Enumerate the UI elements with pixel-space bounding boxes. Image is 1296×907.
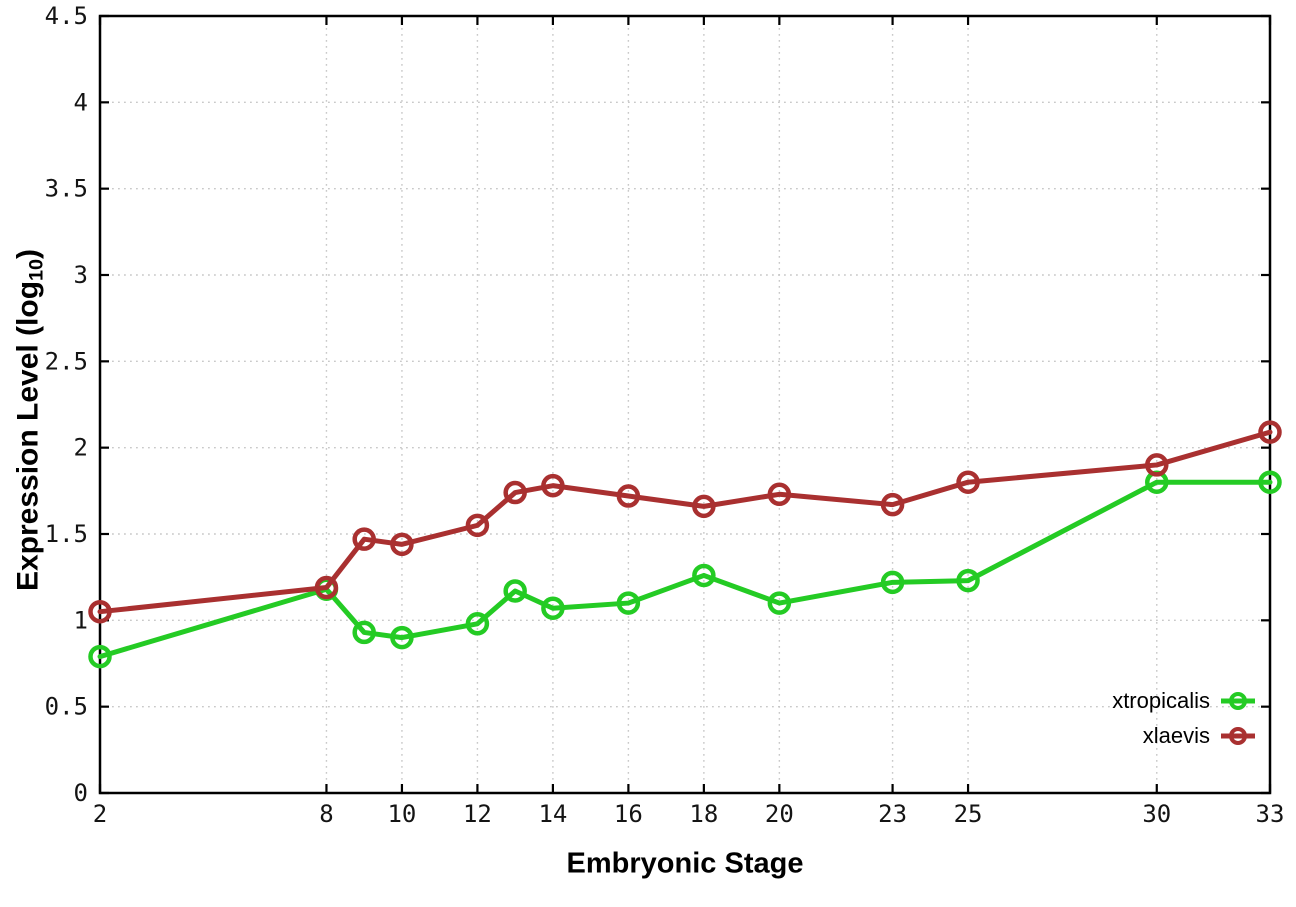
x-tick-label: 20 — [765, 800, 794, 828]
data-point-marker-xlaevis — [616, 484, 641, 508]
data-point-marker-xlaevis — [956, 470, 980, 494]
legend-label-xlaevis: xlaevis — [1142, 722, 1210, 748]
y-tick-label: 1 — [74, 606, 88, 634]
y-axis-title: Expression Level (log10) — [12, 249, 49, 591]
data-point-marker-xtropicalis — [352, 620, 376, 645]
data-point-marker-xlaevis — [767, 482, 792, 507]
y-tick-label: 2 — [74, 434, 88, 462]
legend-sample-ring — [1229, 726, 1247, 745]
legend-item-xtropicalis: xtropicalis — [1112, 683, 1255, 718]
y-axis-title-subscript: 10 — [25, 258, 48, 281]
plot-border — [98, 14, 1272, 795]
data-point-marker-xtropicalis — [880, 570, 905, 595]
x-tick-label: 30 — [1142, 800, 1171, 828]
data-point-marker-xlaevis — [390, 532, 414, 557]
legend-label-xtropicalis: xtropicalis — [1112, 687, 1210, 713]
x-tick-label: 8 — [319, 800, 333, 828]
data-point-marker-xlaevis — [503, 480, 527, 505]
data-point-marker-xtropicalis — [616, 591, 641, 615]
data-point-marker-xtropicalis — [692, 563, 716, 588]
data-point-marker-xtropicalis — [465, 612, 490, 636]
y-tick-label: 3 — [74, 261, 88, 289]
data-point-marker-xtropicalis — [390, 625, 414, 650]
legend-marker-xlaevis — [1221, 724, 1255, 748]
series-line-xtropicalis — [97, 479, 1273, 660]
data-point-marker-xtropicalis — [503, 579, 527, 603]
data-point-marker-xlaevis — [880, 492, 905, 517]
x-tick-label: 25 — [954, 800, 983, 828]
data-point-marker-xtropicalis — [541, 596, 565, 620]
y-tick-label: 4.5 — [45, 2, 88, 30]
y-tick-label: 2.5 — [45, 347, 88, 375]
data-point-marker-xlaevis — [1258, 420, 1282, 444]
x-tick-label: 12 — [463, 800, 492, 828]
data-point-marker-xlaevis — [692, 494, 716, 519]
x-tick-label: 14 — [538, 800, 567, 828]
x-tick-label: 18 — [689, 800, 718, 828]
data-point-marker-xtropicalis — [88, 644, 112, 669]
y-tick-label: 0 — [74, 779, 88, 807]
y-tick-label: 3.5 — [45, 175, 88, 203]
x-tick-label: 33 — [1256, 800, 1285, 828]
x-tick-label: 2 — [93, 800, 107, 828]
data-point-marker-xlaevis — [541, 473, 565, 498]
y-axis-title-close: ) — [11, 248, 45, 259]
data-point-marker-xlaevis — [88, 599, 112, 624]
x-tick-label: 23 — [878, 800, 907, 828]
data-point-marker-xlaevis — [352, 527, 376, 551]
x-axis-title: Embryonic Stage — [566, 847, 804, 880]
legend-marker-xtropicalis — [1221, 689, 1255, 713]
y-tick-label: 0.5 — [45, 693, 88, 721]
legend-sample-ring — [1229, 691, 1247, 710]
data-point-marker-xtropicalis — [1258, 470, 1282, 494]
legend-item-xlaevis: xlaevis — [1112, 718, 1255, 753]
data-point-marker-xlaevis — [465, 513, 490, 538]
data-point-marker-xtropicalis — [956, 568, 980, 593]
data-point-marker-xlaevis — [314, 575, 339, 600]
x-tick-label: 10 — [387, 800, 416, 828]
y-axis-title-text: Expression Level (log — [11, 280, 45, 592]
y-tick-label: 1.5 — [45, 520, 88, 548]
legend: xtropicalis xlaevis — [1112, 683, 1255, 753]
y-tick-label: 4 — [74, 88, 88, 116]
data-point-marker-xtropicalis — [767, 591, 792, 615]
data-point-marker-xlaevis — [1145, 453, 1169, 477]
series-line-xlaevis — [97, 429, 1273, 615]
x-tick-label: 16 — [614, 800, 643, 828]
